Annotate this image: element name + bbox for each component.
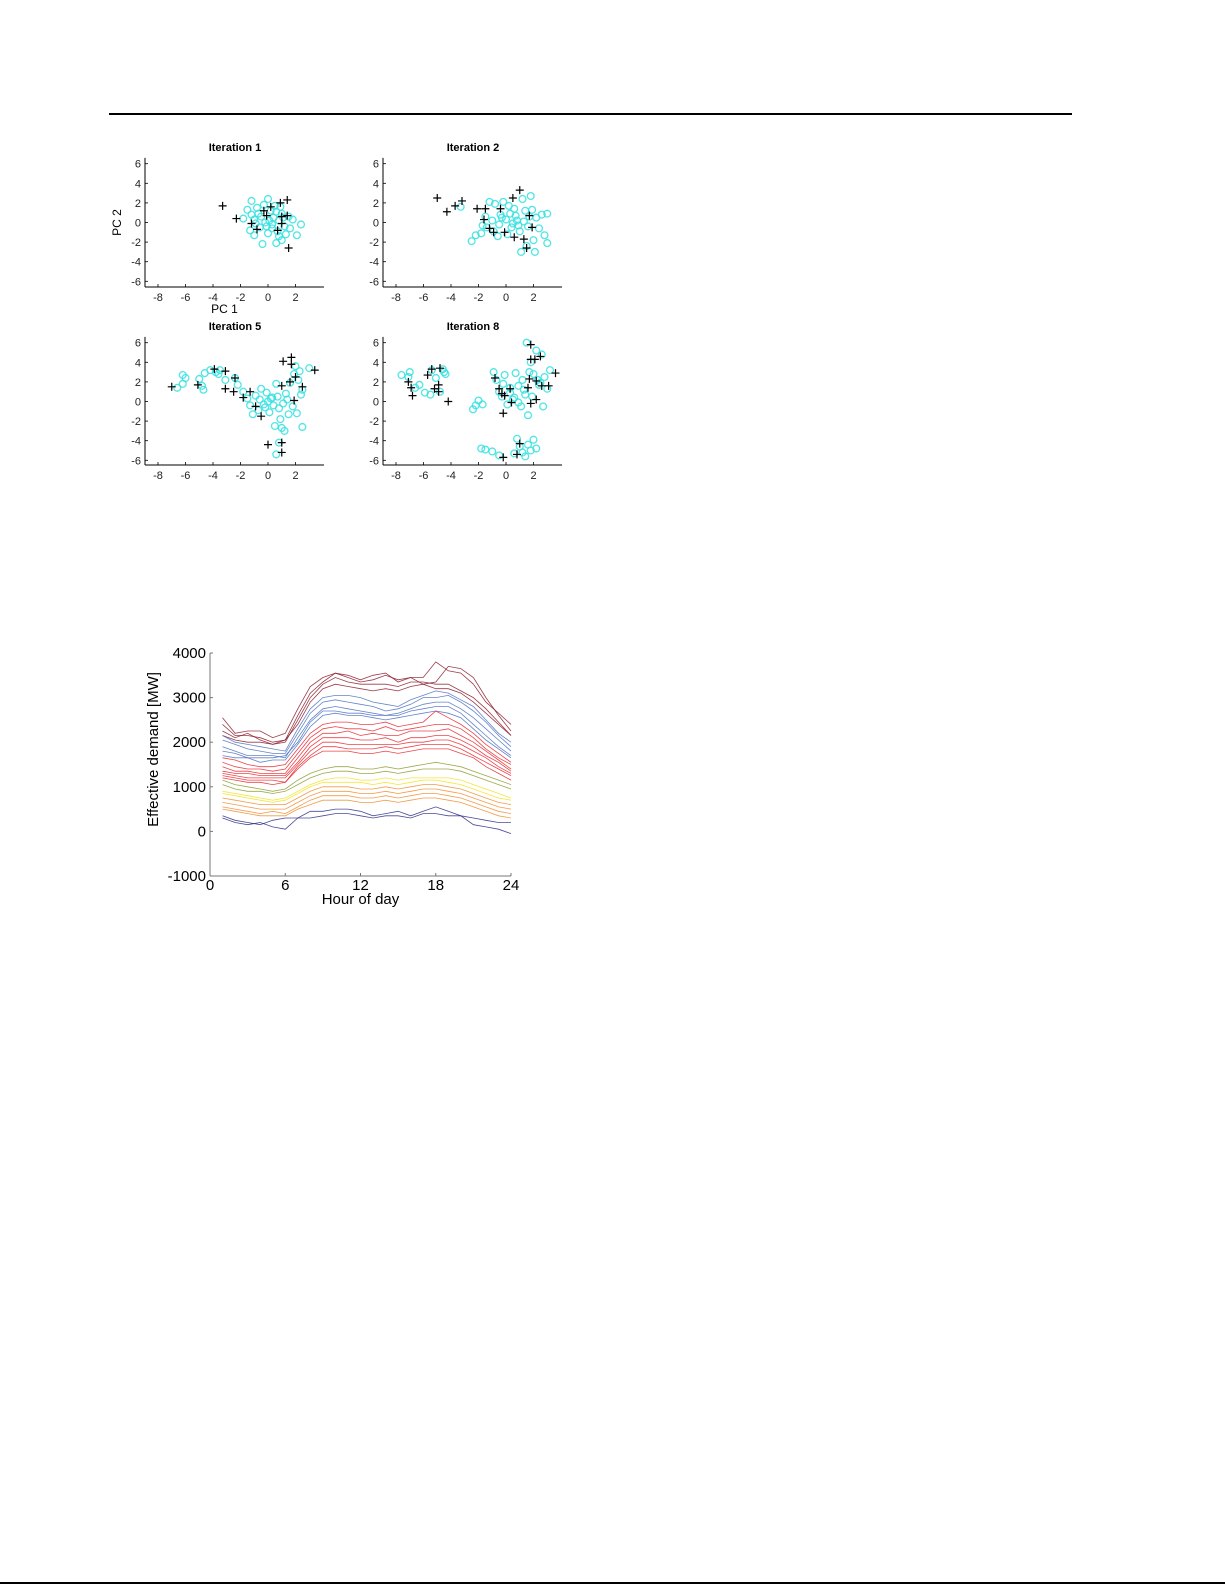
y-tick-label: 0 [373,397,379,409]
y-tick-label: 6 [373,159,379,171]
scatter-panel-2: Iteration 2 6 4 2 0 -2 -4 -6 -8 -6 -4 -2 0 2 [369,142,562,304]
y-tick-label: -1000 [168,868,206,885]
x-tick-label: -8 [153,470,163,482]
y-tick-label: 4 [135,357,141,369]
x-tick-label: 2 [292,470,298,482]
scatter-panel-4: Iteration 8 6 4 2 0 -2 -4 -6 -8 -6 -4 -2 0 2 [369,321,562,482]
x-tick-label: -2 [474,292,484,304]
x-tick-label: -2 [474,470,484,482]
scatter-panel-3: Iteration 5 6 4 2 0 -2 -4 -6 -8 -6 -4 -2 0 2 [131,321,324,482]
series-group-blue [222,690,512,763]
y-tick-label: 2000 [173,734,206,751]
panel-title: Iteration 8 [447,321,500,333]
y-tick-label: 2 [135,377,141,389]
y-tick-label: -6 [131,455,141,467]
top-rule [109,113,1072,115]
y-tick-label: -2 [369,237,379,249]
x-tick-label: 12 [352,877,369,894]
x-tick-label: 2 [530,470,536,482]
series-group-yellow [222,777,512,803]
y-axis-label: Effective demand [MW] [145,672,162,827]
x-tick-label: 24 [503,877,520,894]
y-tick-label: 4000 [173,645,206,662]
series-group-dark-red [222,661,512,745]
y-axis-label: PC 2 [110,209,124,236]
x-tick-label: -6 [181,292,191,304]
x-tick-label: 0 [206,877,214,894]
x-tick-label: 2 [530,292,536,304]
series-group-olive [222,761,512,794]
bottom-rule [0,1582,1225,1584]
y-tick-label: -4 [131,436,141,448]
y-tick-label: -6 [369,455,379,467]
x-tick-label: -4 [446,292,456,304]
x-tick-label: -2 [236,292,246,304]
y-tick-label: 6 [373,338,379,350]
y-tick-label: -4 [369,436,379,448]
y-tick-label: 1000 [173,779,206,796]
panel-title: Iteration 5 [209,321,262,333]
y-tick-label: 2 [373,198,379,210]
series-group-orange [222,784,512,819]
x-tick-label: -8 [391,470,401,482]
y-tick-label: -2 [131,237,141,249]
y-tick-label: 0 [198,823,206,840]
y-tick-label: 2 [135,198,141,210]
y-tick-label: 0 [135,397,141,409]
y-tick-label: 4 [373,178,379,190]
y-tick-label: -6 [369,276,379,288]
y-tick-label: 2 [373,377,379,389]
centroid-markers [404,340,560,462]
x-tick-label: -8 [153,292,163,304]
x-axis-label: Hour of day [322,891,400,908]
series-group-navy [222,806,512,834]
x-tick-label: -4 [208,292,218,304]
x-tick-label: 0 [503,292,509,304]
x-tick-label: -6 [181,470,191,482]
y-tick-label: 4 [135,178,141,190]
x-axis-label: PC 1 [211,302,238,316]
y-tick-label: 3000 [173,690,206,707]
panel-title: Iteration 1 [209,142,262,154]
x-tick-label: -4 [446,470,456,482]
panel-title: Iteration 2 [447,142,500,154]
data-points [173,362,314,459]
x-tick-label: -6 [419,292,429,304]
y-tick-label: -2 [131,416,141,428]
x-tick-label: 18 [427,877,444,894]
data-points [456,191,552,256]
x-tick-label: 0 [265,470,271,482]
y-tick-label: 6 [135,159,141,171]
y-tick-label: -4 [131,257,141,269]
centroid-markers [218,195,293,252]
y-tick-label: -4 [369,257,379,269]
x-tick-label: -6 [419,470,429,482]
y-tick-label: 0 [373,218,379,230]
y-tick-label: 0 [135,218,141,230]
y-tick-label: -6 [131,276,141,288]
x-tick-label: 0 [265,292,271,304]
scatter-panel-1: Iteration 1 6 4 2 0 -2 -4 -6 -8 -6 -4 -2 0 2 PC 1 PC 2 [110,142,324,316]
x-tick-label: -8 [391,292,401,304]
x-tick-label: 2 [292,292,298,304]
x-tick-label: 0 [503,470,509,482]
y-tick-label: 4 [373,357,379,369]
x-tick-label: 6 [281,877,289,894]
x-tick-label: -2 [236,470,246,482]
y-tick-label: 6 [135,338,141,350]
x-tick-label: -4 [208,470,218,482]
centroid-markers [433,186,537,252]
y-tick-label: -2 [369,416,379,428]
series-group-red [222,710,512,786]
centroid-markers [167,353,319,457]
